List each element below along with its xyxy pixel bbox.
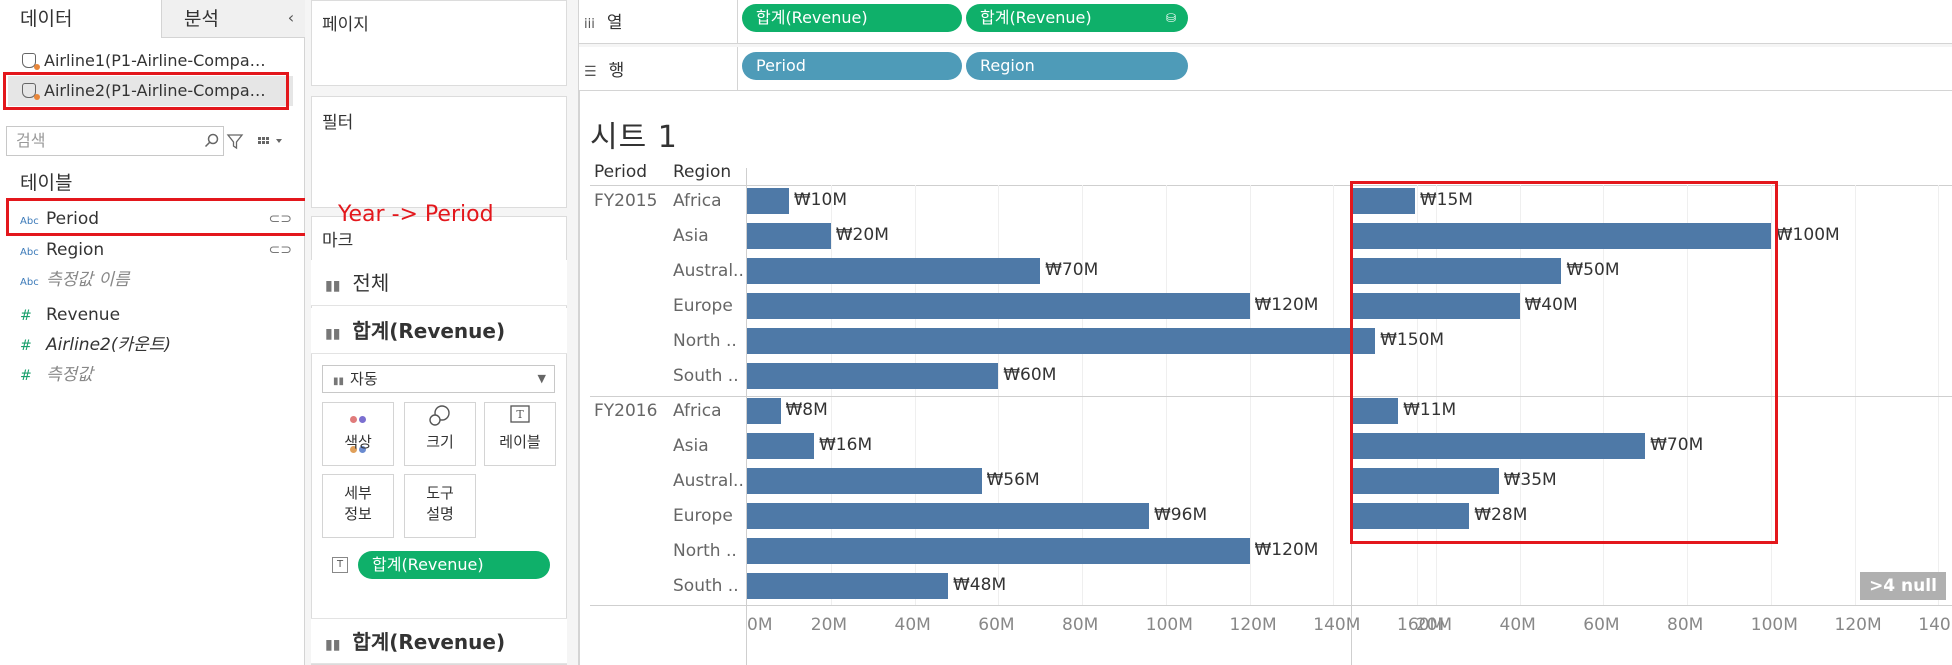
column-pill-sum-revenue-1[interactable]: 합계(Revenue): [742, 4, 962, 32]
marks-sum-revenue-1[interactable]: ▮▮ 합계(Revenue): [311, 308, 567, 354]
chevron-down-icon: ▼: [537, 372, 546, 385]
tab-data[interactable]: 데이터: [0, 0, 162, 38]
pages-title: 페이지: [322, 15, 369, 35]
dimension-type-icon: Abc: [20, 216, 39, 227]
datasource-label: Airline1(P1-Airline-Compa…: [44, 51, 266, 70]
tooltip-button[interactable]: 도구 설명: [404, 474, 476, 538]
measure-type-icon: #: [20, 368, 32, 384]
label-encoding-icon: T: [332, 557, 348, 573]
highlight-box-chart: [1350, 181, 1778, 544]
size-label: 크기: [426, 433, 454, 451]
annotation-text: Year -> Period: [338, 202, 494, 227]
shelf-divider: [737, 0, 738, 44]
field-measure-names[interactable]: Abc 측정값 이름: [8, 265, 298, 295]
field-label: 측정값 이름: [46, 270, 130, 290]
field-label: Revenue: [46, 305, 121, 325]
view-options-icon[interactable]: [254, 128, 288, 154]
highlight-box-period: [6, 198, 308, 236]
svg-text:T: T: [516, 408, 524, 421]
dimension-type-icon: Abc: [20, 277, 39, 288]
detail-button[interactable]: 세부 정보: [322, 474, 394, 538]
column-pill-sum-revenue-2[interactable]: 합계(Revenue) ⛁: [966, 4, 1188, 32]
color-button[interactable]: 색상: [322, 402, 394, 466]
row-pill-region[interactable]: Region: [966, 52, 1188, 80]
marks-sum-revenue-2[interactable]: ▮▮ 합계(Revenue): [311, 618, 567, 664]
marks-row-label: 합계(Revenue): [352, 630, 506, 654]
color-label: 색상: [344, 433, 372, 451]
tab-analysis[interactable]: 분석: [162, 0, 305, 38]
marks-title: 마크: [322, 231, 354, 251]
filters-title: 필터: [322, 113, 354, 133]
link-icon: ⊂⊃: [268, 211, 292, 227]
columns-icon: iii: [584, 17, 595, 32]
bar-chart-icon: ▮▮: [325, 637, 341, 653]
datasource-icon: [22, 83, 40, 100]
tooltip-label-line1: 도구: [426, 484, 454, 502]
rows-label-text: 행: [608, 61, 625, 81]
bar-chart-icon: ▮▮: [325, 326, 341, 342]
detail-label-line1: 세부: [344, 484, 372, 502]
field-label: Period: [46, 209, 100, 229]
size-icon: [405, 403, 475, 431]
measure-type-icon: #: [20, 308, 32, 324]
datasource-airline2[interactable]: Airline2(P1-Airline-Compa…: [8, 76, 293, 106]
mark-type-dropdown[interactable]: ▮▮ 자동 ▼: [322, 365, 555, 393]
rows-icon: ☰: [584, 64, 597, 80]
tables-heading: 테이블: [20, 172, 73, 194]
null-indicator[interactable]: >4 null: [1860, 572, 1946, 600]
dimension-type-icon: Abc: [20, 247, 39, 258]
field-label: Region: [46, 240, 105, 260]
label-label: 레이블: [499, 433, 541, 451]
datasource-badge-icon: ⛁: [1165, 11, 1176, 25]
label-icon: T: [485, 403, 555, 431]
pill-label: 합계(Revenue): [980, 8, 1092, 27]
label-pill-sum-revenue[interactable]: 합계(Revenue): [358, 551, 550, 579]
field-label: 측정값: [46, 365, 93, 385]
label-button[interactable]: T 레이블: [484, 402, 556, 466]
columns-label-text: 열: [606, 13, 623, 33]
field-airline2-count[interactable]: # Airline2(카운트): [8, 330, 298, 360]
filters-card[interactable]: [311, 96, 567, 208]
bar-chart-icon: ▮▮: [333, 376, 345, 387]
search-icon[interactable]: [204, 132, 220, 150]
size-button[interactable]: 크기: [404, 402, 476, 466]
row-pill-period[interactable]: Period: [742, 52, 962, 80]
sheet-title: 시트 1: [590, 120, 678, 155]
field-region[interactable]: Abc Region ⊂⊃: [8, 235, 298, 265]
tooltip-label-line2: 설명: [426, 505, 454, 523]
mark-type-value: 자동: [350, 370, 378, 388]
header-period[interactable]: Period: [594, 162, 648, 182]
filter-icon[interactable]: [226, 128, 246, 154]
shelf-divider: [737, 47, 738, 91]
highlight-box-datasource: [3, 72, 289, 110]
field-revenue[interactable]: # Revenue: [8, 300, 298, 330]
bar-chart-icon: ▮▮: [325, 278, 341, 294]
pages-card[interactable]: [311, 0, 567, 86]
datasource-label: Airline2(P1-Airline-Compa…: [44, 81, 266, 100]
link-icon: ⊂⊃: [268, 242, 292, 258]
marks-all[interactable]: ▮▮ 전체: [311, 260, 567, 306]
marks-row-label: 합계(Revenue): [352, 319, 506, 343]
field-label: Airline2(카운트): [46, 335, 172, 355]
measure-type-icon: #: [20, 338, 32, 354]
color-icon: [323, 403, 393, 453]
datasource-icon: [22, 53, 40, 70]
columns-shelf-label: iii 열: [584, 8, 622, 33]
field-measure-values[interactable]: # 측정값: [8, 360, 298, 390]
detail-label-line2: 정보: [344, 505, 372, 523]
rows-shelf-label: ☰ 행: [584, 56, 624, 81]
data-pane: [0, 0, 305, 665]
field-period[interactable]: Abc Period ⊂⊃: [8, 204, 298, 234]
marks-row-label: 전체: [352, 271, 390, 295]
header-region[interactable]: Region: [673, 162, 732, 182]
collapse-pane-icon[interactable]: ‹: [287, 8, 295, 27]
datasource-airline1[interactable]: Airline1(P1-Airline-Compa…: [8, 46, 293, 76]
search-input[interactable]: 검색: [6, 126, 224, 156]
